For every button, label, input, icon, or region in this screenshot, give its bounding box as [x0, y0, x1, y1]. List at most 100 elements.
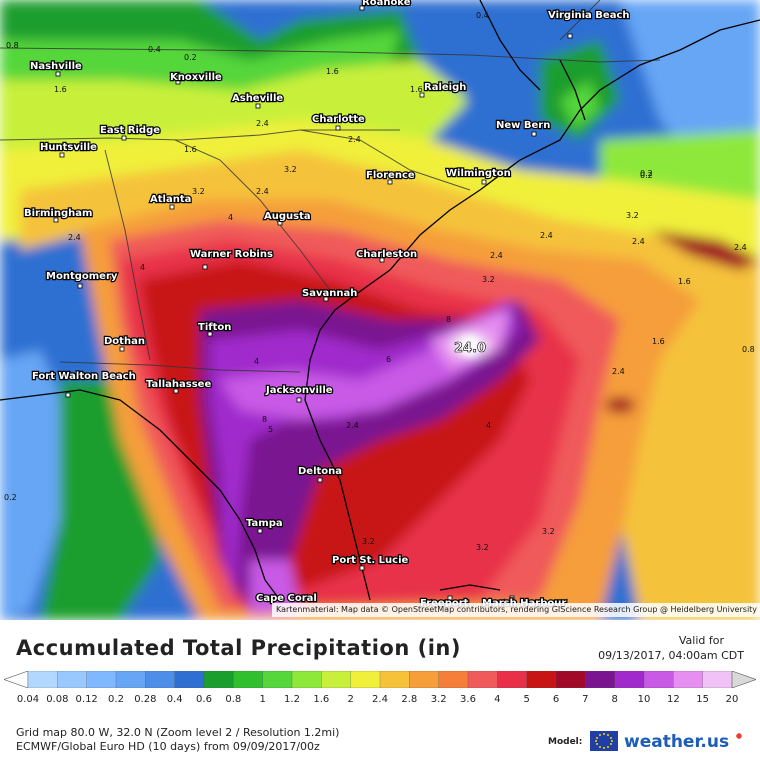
city-label: Deltona: [298, 466, 342, 477]
contour-label: 3.2: [626, 211, 639, 220]
model-info: ECMWF/Global Euro HD (10 days) from 09/0…: [16, 740, 320, 753]
contour-label: 2.4: [632, 237, 645, 246]
city-label: Dothan: [104, 336, 145, 347]
scale-tick-label: 0.08: [46, 694, 69, 705]
city-label: Savannah: [302, 288, 357, 299]
model-label: Model:: [548, 737, 583, 747]
scale-tick-label: 2.8: [401, 694, 418, 705]
city-markers: [53, 5, 573, 609]
contour-label: 4: [228, 213, 233, 222]
scale-cell: [526, 671, 557, 688]
city-label: Port St. Lucie: [332, 555, 409, 566]
city-label: Warner Robins: [190, 249, 273, 260]
scale-cell: [555, 671, 586, 688]
scale-cell: [57, 671, 88, 688]
city-label: Tifton: [198, 322, 231, 333]
precipitation-map[interactable]: Nashville Knoxville Asheville Charlotte …: [0, 0, 760, 620]
city-label: Tampa: [246, 518, 283, 529]
contour-label: 2.4: [256, 187, 269, 196]
scale-cell: [702, 671, 733, 688]
city-label: Knoxville: [170, 72, 222, 83]
scale-cell: [262, 671, 293, 688]
contour-label: 1.6: [678, 277, 691, 286]
scale-cell: [409, 671, 440, 688]
legend-panel: Accumulated Total Precipitation (in) Val…: [0, 620, 760, 760]
city-label: East Ridge: [100, 125, 160, 136]
contour-label: 0.4: [476, 11, 489, 20]
contour-label: 4: [254, 357, 259, 366]
city-label: Jacksonville: [265, 385, 333, 396]
scale-cell: [585, 671, 616, 688]
contour-label: 3.2: [542, 527, 555, 536]
scale-tick-label: 0.12: [75, 694, 98, 705]
scale-tick-label: 7: [582, 694, 589, 705]
contour-label: 0.2: [4, 493, 17, 502]
contour-label: 1.6: [326, 67, 339, 76]
scale-tick-label: 6: [552, 694, 560, 705]
contour-labels: 0.8 0.4 0.2 1.6 1.6 0.4 0.2 2.4 1.6 2.4 …: [4, 11, 755, 552]
scale-cell: [438, 671, 469, 688]
weather-us-logo[interactable]: weather.us: [590, 728, 750, 754]
contour-label: 2.4: [612, 367, 625, 376]
scale-cell: [174, 671, 205, 688]
scale-cell: [614, 671, 645, 688]
city-label: New Bern: [496, 120, 550, 131]
city-label: Birmingham: [24, 208, 92, 219]
scale-arrow-left: [4, 671, 29, 688]
scale-cell: [467, 671, 498, 688]
city-label: Cape Coral: [256, 593, 317, 604]
scale-tick-label: 2: [347, 694, 354, 705]
scale-tick-label: 0.8: [225, 694, 242, 705]
scale-tick-label: 3.6: [460, 694, 476, 705]
city-label: Atlanta: [150, 194, 191, 205]
city-label: Tallahassee: [146, 379, 211, 390]
scale-tick-label: 1: [259, 694, 266, 705]
scale-tick-label: 15: [696, 694, 710, 705]
contour-label: 8: [262, 415, 267, 424]
scale-tick-label: 1.6: [313, 694, 330, 705]
scale-cell: [643, 671, 674, 688]
contour-label: 4: [486, 421, 491, 430]
scale-tick-label: 12: [666, 694, 680, 705]
contour-label: 3.2: [482, 275, 495, 284]
city-label: Fort Walton Beach: [32, 371, 136, 382]
city-label: Florence: [366, 170, 415, 181]
scale-cell: [379, 671, 410, 688]
city-label: Nashville: [30, 61, 82, 72]
contour-label: 4: [140, 263, 145, 272]
scale-cell: [115, 671, 146, 688]
contour-label: 8: [446, 315, 451, 324]
scale-tick-label: 0.6: [196, 694, 212, 705]
scale-cell: [321, 671, 352, 688]
contour-label: 2.4: [346, 421, 359, 430]
contour-label: 0.8: [742, 345, 755, 354]
contour-label: 0.4: [148, 45, 161, 54]
contour-label: 2.4: [68, 233, 81, 242]
contour-label: 3.2: [284, 165, 297, 174]
city-label: Asheville: [232, 93, 283, 104]
brand-name: weather.us: [624, 732, 729, 752]
scale-tick-label: 0.04: [16, 694, 40, 705]
precip-field: [0, 0, 760, 620]
color-scale-ticks: 0.04 0.08 0.12 0.2 0.28 0.4 0.6 0.8 1 1.2 1.6 2 2.4 2…: [0, 694, 760, 708]
contour-label: 2.4: [490, 251, 503, 260]
sun-icon: [736, 733, 742, 739]
scale-tick-label: 10: [637, 694, 651, 705]
scale-cell: [233, 671, 264, 688]
scale-cell: [350, 671, 381, 688]
contour-label: 3.2: [476, 543, 489, 552]
scale-tick-label: 1.2: [284, 694, 300, 705]
scale-arrow-right: [731, 671, 756, 688]
scale-cell: [291, 671, 322, 688]
map-attribution: Kartenmaterial: Map data © OpenStreetMap…: [272, 603, 760, 617]
scale-tick-label: 2.4: [372, 694, 388, 705]
scale-cell: [203, 671, 234, 688]
city-label: Charleston: [356, 249, 417, 260]
scale-tick-label: 0.28: [134, 694, 157, 705]
coastline: [0, 0, 760, 601]
contour-label: 1.6: [652, 337, 665, 346]
eu-flag-icon: [590, 731, 618, 751]
city-label: Raleigh: [424, 82, 466, 93]
valid-for-label: Valid for: [678, 634, 724, 647]
scale-tick-label: 5: [523, 694, 530, 705]
